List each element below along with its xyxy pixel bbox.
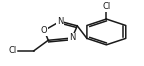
Text: Cl: Cl <box>102 2 110 11</box>
Text: Cl: Cl <box>8 46 17 55</box>
Text: N: N <box>57 17 63 26</box>
Text: O: O <box>41 26 48 35</box>
Text: N: N <box>69 34 75 43</box>
